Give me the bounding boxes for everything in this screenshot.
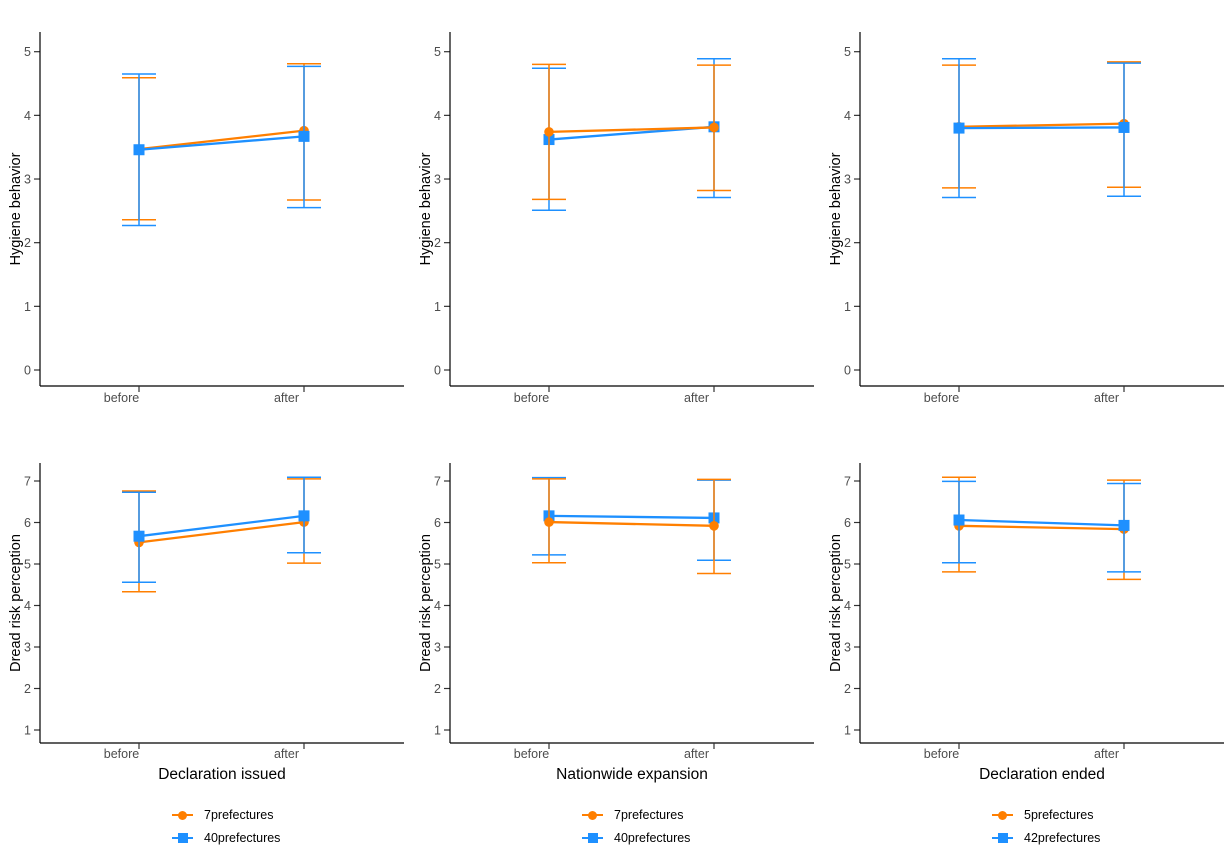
- svg-text:0: 0: [434, 364, 441, 378]
- legend-label: 40prefectures: [204, 831, 281, 845]
- legend-label: 7prefectures: [614, 808, 684, 822]
- chart-dread-nationwide-expansion: 1 2 3 4 5 6 7 before after Dread risk perception N…: [418, 463, 814, 783]
- svg-text:before: before: [924, 391, 959, 405]
- legend-declaration-ended: 5prefectures 42prefectures: [992, 807, 1229, 846]
- svg-text:5: 5: [434, 45, 441, 59]
- svg-text:2: 2: [844, 682, 851, 696]
- square-marker-icon: [172, 831, 193, 845]
- svg-text:after: after: [1094, 747, 1119, 761]
- svg-text:4: 4: [434, 599, 441, 613]
- svg-text:1: 1: [844, 724, 851, 738]
- chart-hygiene-declaration-ended: 0 1 2 3 4 5 before after Hygiene behavior: [828, 32, 1224, 405]
- svg-text:0: 0: [24, 364, 31, 378]
- panel-dread-declaration-ended: 1 2 3 4 5 6 7 before after Dread risk perception D…: [820, 420, 1229, 864]
- legend-item: 5prefectures: [992, 807, 1229, 823]
- svg-text:2: 2: [24, 682, 31, 696]
- legend-item: 40prefectures: [582, 830, 820, 846]
- svg-text:after: after: [684, 747, 709, 761]
- legend-label: 42prefectures: [1024, 831, 1101, 845]
- svg-text:after: after: [1094, 391, 1119, 405]
- svg-text:4: 4: [24, 599, 31, 613]
- circle-marker-icon: [172, 808, 193, 822]
- svg-text:before: before: [514, 747, 549, 761]
- svg-text:3: 3: [844, 173, 851, 187]
- svg-text:1: 1: [844, 300, 851, 314]
- svg-text:4: 4: [24, 109, 31, 123]
- svg-text:7: 7: [24, 475, 31, 489]
- svg-text:Declaration issued: Declaration issued: [158, 766, 286, 783]
- panel-hygiene-nationwide-expansion: 0 1 2 3 4 5 before after Hygiene behavior: [410, 0, 820, 420]
- svg-text:before: before: [104, 391, 139, 405]
- square-marker-icon: [582, 831, 603, 845]
- legend-nationwide-expansion: 7prefectures 40prefectures: [582, 807, 820, 846]
- svg-text:Hygiene behavior: Hygiene behavior: [418, 152, 434, 265]
- panel-hygiene-declaration-issued: 0 1 2 3 4 5 before after Hygiene behavior: [0, 0, 410, 420]
- svg-text:7: 7: [844, 475, 851, 489]
- legend-item: 7prefectures: [172, 807, 410, 823]
- svg-text:6: 6: [844, 516, 851, 530]
- svg-text:before: before: [104, 747, 139, 761]
- svg-text:4: 4: [844, 599, 851, 613]
- circle-marker-icon: [582, 808, 603, 822]
- svg-text:2: 2: [434, 236, 441, 250]
- chart-dread-declaration-issued: 1 2 3 4 5 6 7 before after Dread risk perception D…: [8, 463, 404, 783]
- svg-text:Declaration ended: Declaration ended: [979, 766, 1105, 783]
- circle-marker-icon: [992, 808, 1013, 822]
- svg-text:4: 4: [844, 109, 851, 123]
- svg-text:Hygiene behavior: Hygiene behavior: [828, 152, 844, 265]
- svg-text:1: 1: [24, 300, 31, 314]
- svg-text:Hygiene behavior: Hygiene behavior: [8, 152, 24, 265]
- svg-text:1: 1: [434, 300, 441, 314]
- svg-text:3: 3: [434, 641, 441, 655]
- svg-text:Dread risk perception: Dread risk perception: [828, 534, 844, 672]
- legend-item: 42prefectures: [992, 830, 1229, 846]
- svg-text:after: after: [274, 391, 299, 405]
- svg-text:after: after: [684, 391, 709, 405]
- svg-text:3: 3: [434, 173, 441, 187]
- chart-dread-declaration-ended: 1 2 3 4 5 6 7 before after Dread risk perception D…: [828, 463, 1224, 783]
- svg-text:7: 7: [434, 475, 441, 489]
- svg-text:5: 5: [844, 558, 851, 572]
- panel-dread-declaration-issued: 1 2 3 4 5 6 7 before after Dread risk perception D…: [0, 420, 410, 864]
- legend-label: 40prefectures: [614, 831, 691, 845]
- svg-text:Dread risk perception: Dread risk perception: [8, 534, 24, 672]
- svg-text:5: 5: [434, 558, 441, 572]
- svg-text:1: 1: [434, 724, 441, 738]
- svg-text:5: 5: [24, 45, 31, 59]
- svg-text:0: 0: [844, 364, 851, 378]
- svg-text:2: 2: [434, 682, 441, 696]
- svg-text:after: after: [274, 747, 299, 761]
- svg-text:3: 3: [24, 173, 31, 187]
- panel-hygiene-declaration-ended: 0 1 2 3 4 5 before after Hygiene behavior: [820, 0, 1229, 420]
- legend-declaration-issued: 7prefectures 40prefectures: [172, 807, 410, 846]
- svg-text:before: before: [924, 747, 959, 761]
- svg-text:3: 3: [844, 641, 851, 655]
- legend-label: 5prefectures: [1024, 808, 1094, 822]
- legend-item: 7prefectures: [582, 807, 820, 823]
- svg-text:before: before: [514, 391, 549, 405]
- svg-text:6: 6: [24, 516, 31, 530]
- svg-text:Nationwide expansion: Nationwide expansion: [556, 766, 708, 783]
- square-marker-icon: [992, 831, 1013, 845]
- chart-hygiene-declaration-issued: 0 1 2 3 4 5 before after Hygiene behavior: [8, 32, 404, 405]
- svg-text:4: 4: [434, 109, 441, 123]
- svg-text:2: 2: [24, 236, 31, 250]
- legend-item: 40prefectures: [172, 830, 410, 846]
- svg-text:6: 6: [434, 516, 441, 530]
- chart-hygiene-nationwide-expansion: 0 1 2 3 4 5 before after Hygiene behavior: [418, 32, 814, 405]
- panel-dread-nationwide-expansion: 1 2 3 4 5 6 7 before after Dread risk perception N…: [410, 420, 820, 864]
- svg-text:2: 2: [844, 236, 851, 250]
- svg-text:5: 5: [24, 558, 31, 572]
- svg-text:Dread risk perception: Dread risk perception: [418, 534, 434, 672]
- svg-text:5: 5: [844, 45, 851, 59]
- svg-text:3: 3: [24, 641, 31, 655]
- legend-label: 7prefectures: [204, 808, 274, 822]
- svg-text:1: 1: [24, 724, 31, 738]
